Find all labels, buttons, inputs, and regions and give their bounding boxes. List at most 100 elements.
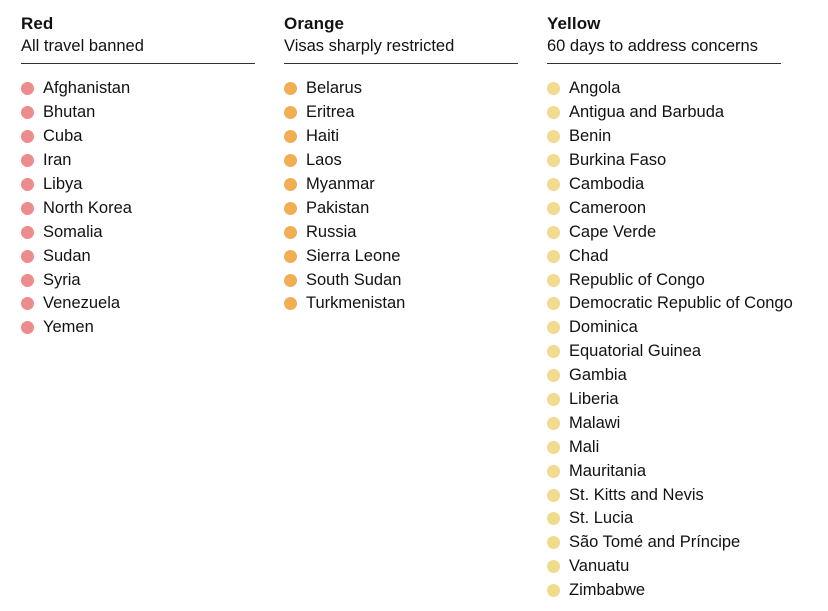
list-item: Myanmar [284,173,518,197]
orange-dot-icon [284,273,297,287]
country-name: Yemen [43,318,94,337]
category-title-orange: Orange [284,14,345,33]
orange-dot-icon [284,225,297,239]
yellow-dot-icon [547,225,560,239]
country-name: Angola [569,79,621,98]
list-item: Libya [21,173,255,197]
header-rule [21,63,255,64]
list-item: Cuba [21,125,255,149]
list-item: Benin [547,125,781,149]
yellow-dot-icon [547,464,560,478]
list-item: Equatorial Guinea [547,340,781,364]
red-dot-icon [21,178,34,191]
yellow-dot-icon [547,416,560,430]
country-name: Malawi [569,413,621,432]
category-column-yellow: Yellow 60 days to address concerns Angol… [547,12,793,603]
red-dot-icon [21,130,34,144]
list-item: Burkina Faso [547,149,781,173]
list-item: Cameroon [547,196,781,220]
yellow-dot-icon [547,249,560,263]
list-item: Angola [547,77,781,101]
list-item: Vanuatu [547,555,781,579]
list-item: São Tomé and Príncipe [547,531,781,555]
yellow-dot-icon [547,584,560,598]
country-name: Antigua and Barbuda [569,103,725,122]
list-item: Democratic Republic of Congo [547,292,793,316]
category-subtitle-yellow: 60 days to address concerns [547,37,758,55]
red-dot-icon [21,273,34,287]
orange-dot-icon [284,130,297,144]
list-item: Syria [21,268,255,292]
country-name: Vanuatu [569,557,630,576]
country-name: Burkina Faso [569,151,667,170]
country-name: Myanmar [306,175,375,193]
list-item: South Sudan [284,268,518,292]
list-item: Dominica [547,316,781,340]
country-name: North Korea [43,198,132,217]
country-name: Venezuela [43,294,121,313]
country-name: Haiti [306,127,340,146]
country-name: Pakistan [306,198,370,217]
list-item: Mauritania [547,459,781,483]
country-name: Libya [43,175,83,193]
list-item: Mali [547,435,781,459]
list-item: Sudan [21,244,255,268]
list-item: Cape Verde [547,220,781,244]
yellow-dot-icon [547,488,560,502]
list-item: St. Lucia [547,507,781,531]
country-name: Somalia [43,222,103,241]
orange-dot-icon [284,201,297,215]
red-dot-icon [21,321,34,335]
list-item: Chad [547,244,781,268]
yellow-dot-icon [547,82,560,96]
red-dot-icon [21,225,34,239]
orange-dot-icon [284,106,297,120]
list-item: Somalia [21,220,255,244]
country-name: Chad [569,246,609,265]
country-name: Afghanistan [43,79,131,98]
yellow-dot-icon [547,154,560,168]
yellow-dot-icon [547,130,560,144]
country-list-orange: Belarus Eritrea Haiti Laos Myanmar Pakistan Ru… [284,77,518,316]
orange-dot-icon [284,82,297,96]
yellow-dot-icon [547,512,560,526]
country-name: São Tomé and Príncipe [569,533,741,552]
red-dot-icon [21,297,34,311]
category-column-red: Red All travel banned Afghanistan Bhutan C… [21,12,255,603]
orange-dot-icon [284,297,297,311]
yellow-dot-icon [547,560,560,574]
country-name: Cambodia [569,175,645,193]
yellow-dot-icon [547,106,560,120]
country-name: Republic of Congo [569,270,705,289]
country-name: Gambia [569,366,627,385]
country-name: Democratic Republic of Congo [569,294,793,313]
list-item: Sierra Leone [284,244,518,268]
yellow-dot-icon [547,178,560,191]
country-name: Equatorial Guinea [569,342,702,361]
country-name: Mauritania [569,461,647,480]
category-title-yellow: Yellow [547,14,601,33]
list-item: Russia [284,220,518,244]
country-name: Cameroon [569,198,647,217]
yellow-dot-icon [547,201,560,215]
country-name: Mali [569,437,600,456]
country-name: Cape Verde [569,222,657,241]
yellow-dot-icon [547,393,560,407]
category-title-red: Red [21,14,54,33]
list-item: Turkmenistan [284,292,518,316]
yellow-dot-icon [547,369,560,383]
list-item: Yemen [21,316,255,340]
list-item: Antigua and Barbuda [547,101,781,125]
yellow-dot-icon [547,440,560,454]
red-dot-icon [21,249,34,263]
red-dot-icon [21,154,34,168]
country-name: Cuba [43,127,83,146]
list-item: Republic of Congo [547,268,781,292]
country-list-red: Afghanistan Bhutan Cuba Iran Libya North Kore… [21,77,255,340]
country-name: Laos [306,151,342,170]
country-name: Liberia [569,390,619,409]
red-dot-icon [21,106,34,120]
country-name: Eritrea [306,103,355,122]
country-name: Sierra Leone [306,246,401,265]
